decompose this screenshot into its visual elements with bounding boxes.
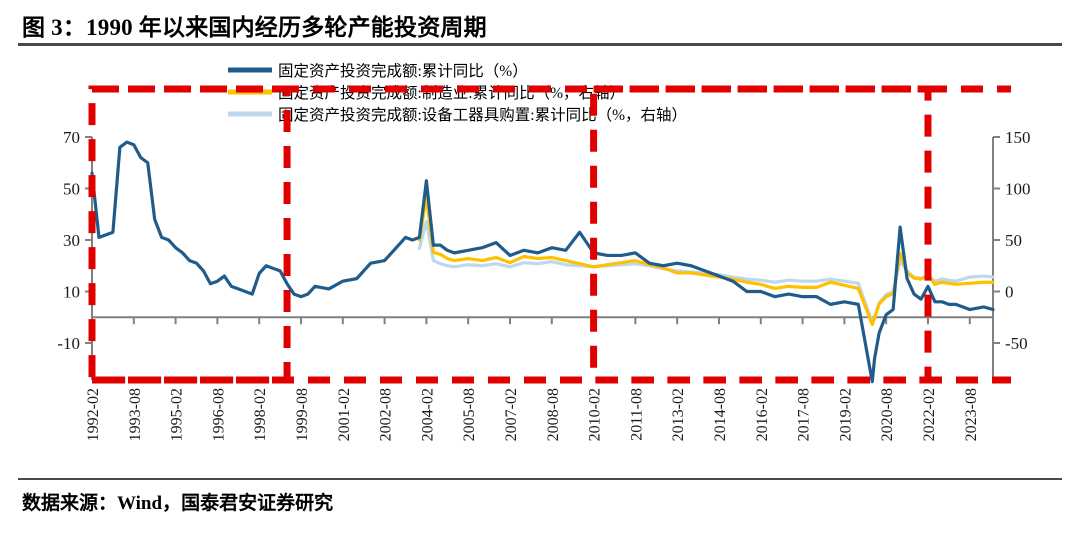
- figure-source: 数据来源：Wind，国泰君安证券研究: [22, 493, 334, 514]
- x-axis-label-17: 2017-08: [796, 388, 813, 441]
- x-axis-label-18: 2019-02: [837, 388, 854, 441]
- right-tick-label-3: 0: [1005, 283, 1014, 302]
- x-axis-label-13: 2011-08: [628, 388, 645, 441]
- chart-series: [90, 140, 995, 384]
- title-divider: [18, 43, 1062, 46]
- x-axis-label-6: 2001-02: [336, 388, 353, 441]
- x-axis-label-16: 2016-02: [754, 388, 771, 441]
- x-axis-label-7: 2002-08: [378, 388, 395, 441]
- x-axis-label-20: 2022-02: [921, 388, 938, 441]
- x-axis-label-21: 2023-08: [963, 388, 980, 441]
- left-tick-label-3: 10: [63, 283, 80, 302]
- legend-label-0: 固定资产投资完成额:累计同比（%）: [278, 62, 528, 80]
- x-axis-label-1: 1993-08: [127, 388, 144, 441]
- highlight-boxes: [88, 85, 1011, 384]
- left-tick-label-4: -10: [57, 334, 80, 353]
- chart-axes: 70 50 30 10 -10 150 100 50 0 -50: [57, 128, 1031, 380]
- x-axis-label-5: 1999-08: [294, 388, 311, 441]
- x-axis-label-15: 2014-08: [712, 388, 729, 441]
- x-axis-label-19: 2020-08: [879, 388, 896, 441]
- legend-label-2: 固定资产投资完成额:设备工器具购置:累计同比（%，右轴）: [278, 106, 687, 124]
- source-divider: [18, 478, 1062, 480]
- right-tick-label-4: -50: [1005, 334, 1028, 353]
- series-line-1: [417, 195, 995, 327]
- figure-title: 图 3：1990 年以来国内经历多轮产能投资周期: [22, 15, 487, 40]
- x-axis-label-9: 2005-08: [461, 388, 478, 441]
- series-line-0: [90, 140, 995, 384]
- capacity-investment-cycle-chart: 固定资产投资完成额:累计同比（%）固定资产投资完成额:制造业:累计同比（%，右轴…: [57, 62, 1031, 441]
- highlight-box-0: [88, 85, 291, 384]
- chart-plot-area: 固定资产投资完成额:累计同比（%） 固定资产投资完成额:制造业:累计同比（%，右轴…: [0, 48, 1080, 473]
- x-axis-label-10: 2007-02: [503, 388, 520, 441]
- left-tick-label-0: 70: [63, 128, 80, 147]
- chart-legend: 固定资产投资完成额:累计同比（%）固定资产投资完成额:制造业:累计同比（%，右轴…: [228, 62, 687, 124]
- x-axis-label-0: 1992-02: [85, 388, 102, 441]
- x-axis-label-11: 2008-08: [545, 388, 562, 441]
- x-axis-label-4: 1998-02: [252, 388, 269, 441]
- x-axis-label-8: 2004-02: [419, 388, 436, 441]
- left-tick-label-1: 50: [63, 180, 80, 199]
- x-axis-label-14: 2013-02: [670, 388, 687, 441]
- left-tick-label-2: 30: [63, 231, 80, 250]
- x-axis-label-3: 1996-08: [210, 388, 227, 441]
- x-axis-label-12: 2010-02: [587, 388, 604, 441]
- right-tick-label-0: 150: [1005, 128, 1031, 147]
- right-tick-label-1: 100: [1005, 180, 1031, 199]
- x-axis-labels: 1992-02 1993-08 1995-02 1996-08 1998-02 1999-…: [85, 388, 980, 441]
- x-axis-label-2: 1995-02: [169, 388, 186, 441]
- right-tick-label-2: 50: [1005, 231, 1022, 250]
